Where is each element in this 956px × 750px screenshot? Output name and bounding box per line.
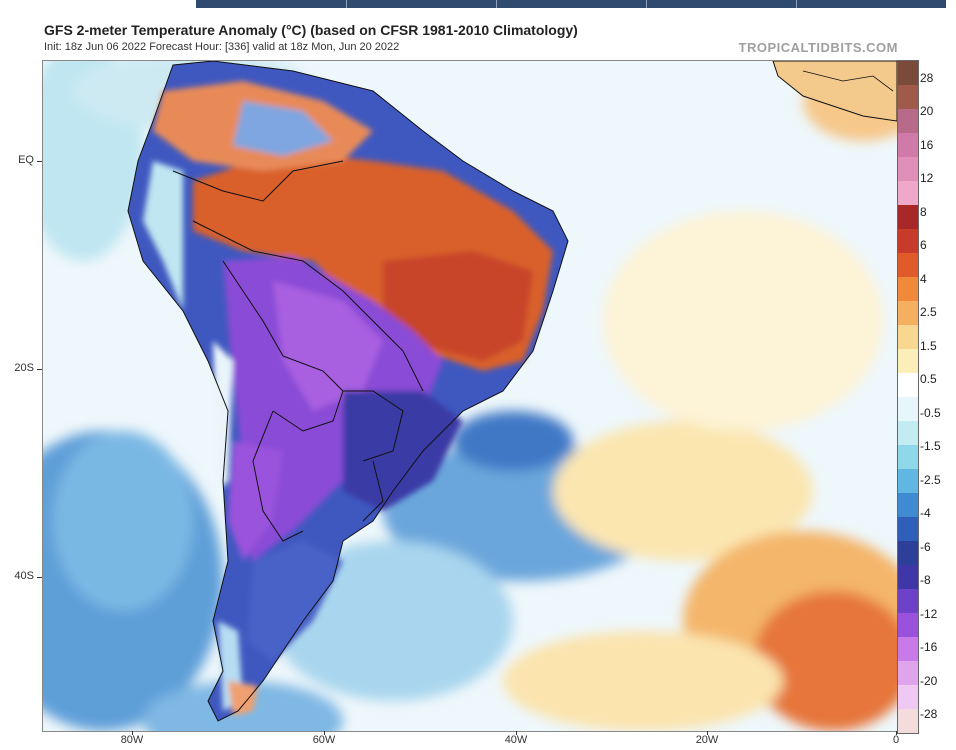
lon-label-0: 0 (892, 734, 900, 746)
country-borders (127, 61, 569, 722)
colorbar-label: 1.5 (920, 338, 937, 353)
lon-tick (132, 731, 133, 735)
colorbar-cell (898, 61, 918, 85)
colorbar-cell (898, 421, 918, 445)
colorbar-label: -8 (920, 573, 931, 588)
colorbar-cell (898, 397, 918, 421)
lat-tick (37, 161, 42, 162)
map-subtitle: Init: 18z Jun 06 2022 Forecast Hour: [33… (44, 41, 400, 53)
lon-tick (324, 731, 325, 735)
colorbar-cell (898, 445, 918, 469)
ocean-anomaly-field (43, 61, 897, 731)
colorbar-cell (898, 613, 918, 637)
colorbar-label: -1.5 (920, 439, 941, 454)
colorbar-cell (898, 493, 918, 517)
colorbar-label: 16 (920, 137, 934, 152)
colorbar-cell (898, 349, 918, 373)
top-bar-divider (646, 0, 647, 8)
lon-label-40w: 40W (504, 734, 528, 746)
lon-tick (516, 731, 517, 735)
colorbar-label: -6 (920, 539, 931, 554)
map-title: GFS 2-meter Temperature Anomaly (°C) (ba… (44, 22, 578, 38)
colorbar-cell (898, 181, 918, 205)
colorbar-cell (898, 301, 918, 325)
colorbar-label: -28 (920, 707, 938, 721)
colorbar-label: -16 (920, 640, 938, 655)
lon-label-80w: 80W (120, 734, 144, 746)
lon-label-60w: 60W (312, 734, 336, 746)
colorbar-legend (897, 60, 919, 734)
top-bar-divider (346, 0, 347, 8)
colorbar-label: -12 (920, 606, 938, 621)
colorbar-cell (898, 277, 918, 301)
top-bar-divider (796, 0, 797, 8)
colorbar-cell (898, 589, 918, 613)
colorbar-cell (898, 541, 918, 565)
map-canvas (43, 61, 897, 731)
lat-tick (37, 577, 42, 578)
colorbar-label: 8 (920, 204, 927, 219)
colorbar-cell (898, 685, 918, 709)
colorbar-cell (898, 373, 918, 397)
colorbar-cell (898, 253, 918, 277)
colorbar-label: 28 (920, 71, 934, 85)
lon-label-20w: 20W (695, 734, 719, 746)
africa-landmass (772, 61, 897, 122)
colorbar-cell (898, 661, 918, 685)
colorbar-cell (898, 157, 918, 181)
brand-watermark[interactable]: TROPICALTIDBITS.COM (738, 40, 898, 55)
lon-tick (707, 731, 708, 735)
colorbar-cell (898, 709, 918, 733)
colorbar-label: -2.5 (920, 472, 941, 487)
colorbar-cell (898, 229, 918, 253)
colorbar-cell (898, 205, 918, 229)
colorbar-label: -20 (920, 673, 938, 688)
colorbar-cell (898, 85, 918, 109)
land-anomaly-field (143, 81, 553, 716)
colorbar-label: -4 (920, 506, 931, 521)
lon-tick (896, 731, 897, 735)
lat-label-20s: 20S (14, 362, 34, 374)
colorbar-cell (898, 133, 918, 157)
colorbar-cell (898, 325, 918, 349)
colorbar-label: 12 (920, 171, 934, 186)
anomaly-map (42, 60, 898, 732)
colorbar-cell (898, 517, 918, 541)
colorbar-label: 6 (920, 238, 927, 253)
lat-label-40s: 40S (14, 570, 34, 582)
colorbar-cell (898, 565, 918, 589)
colorbar-label: 0.5 (920, 372, 937, 387)
colorbar-cell (898, 109, 918, 133)
colorbar-label: -0.5 (920, 405, 941, 420)
colorbar-cell (898, 469, 918, 493)
top-window-bar (196, 0, 946, 8)
lat-tick (37, 369, 42, 370)
colorbar-label: 20 (920, 104, 934, 119)
colorbar-cell (898, 637, 918, 661)
colorbar-label: 2.5 (920, 305, 937, 320)
colorbar-label: 4 (920, 271, 927, 286)
lat-label-eq: EQ (18, 154, 34, 166)
top-bar-divider (496, 0, 497, 8)
